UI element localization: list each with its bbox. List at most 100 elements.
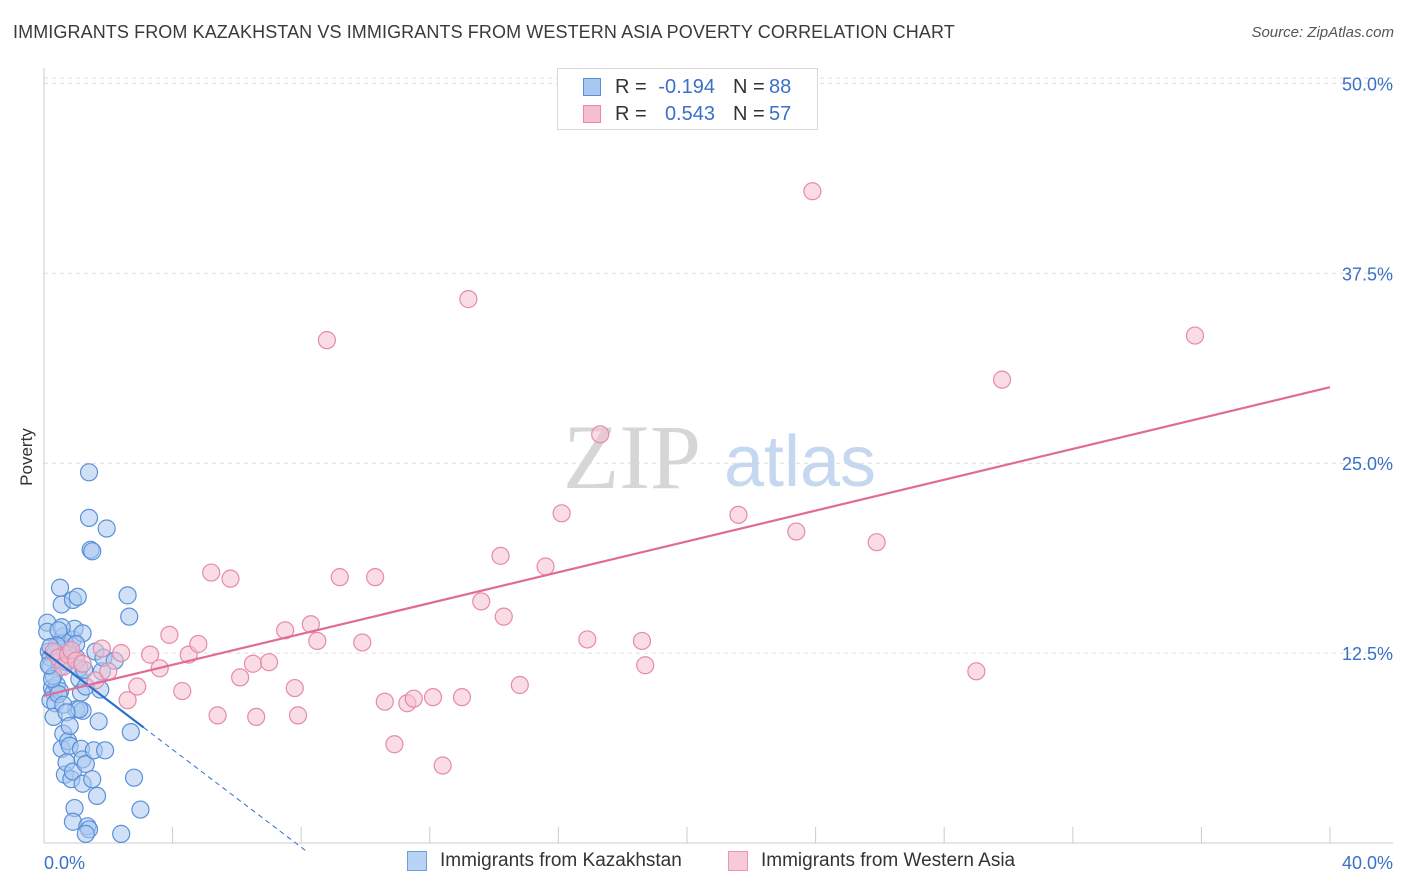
legend-swatch-pink <box>728 851 748 871</box>
trendlines <box>43 386 1331 853</box>
kazakhstan-trendline-extension <box>143 727 308 853</box>
n-label: N = <box>733 102 765 125</box>
western-asia-trendline <box>43 386 1331 697</box>
western-asia-point <box>317 331 337 350</box>
legend-swatch-blue <box>407 851 427 871</box>
legend-item-kazakhstan[interactable]: Immigrants from Kazakhstan <box>407 850 682 872</box>
kazakhstan-point <box>120 607 139 626</box>
legend-row-western-asia: R = 0.543 N = 57 <box>558 100 791 128</box>
western-asia-point <box>423 688 443 707</box>
kazakhstan-point <box>83 542 102 561</box>
kazakhstan-point <box>124 768 144 787</box>
y-tick-label: 37.5% <box>1342 264 1393 284</box>
n-label: N = <box>733 75 765 98</box>
western-asia-point <box>231 668 250 687</box>
western-asia-point <box>221 569 240 588</box>
western-asia-point <box>259 653 279 672</box>
western-asia-point <box>867 533 886 552</box>
western-asia-point <box>1185 326 1205 345</box>
western-asia-point <box>202 563 221 582</box>
source-label: Source: ZipAtlas.com <box>1251 24 1394 41</box>
western-asia-point <box>632 631 652 651</box>
n-value: 88 <box>769 75 792 98</box>
western-asia-point <box>308 631 327 651</box>
kazakhstan-point <box>60 716 79 736</box>
western-asia-point <box>510 675 529 695</box>
western-asia-point <box>128 677 147 696</box>
kazakhstan-point <box>76 754 95 774</box>
tick-labels: 12.5% 25.0% 37.5% 50.0% 0.0% 40.0% <box>44 74 1393 873</box>
western-asia-point <box>189 634 208 654</box>
western-asia-point <box>112 643 131 663</box>
r-value: 0.543 <box>664 102 715 125</box>
y-tick-label: 50.0% <box>1342 74 1393 94</box>
western-asia-point <box>140 645 160 664</box>
western-asia-point <box>288 706 308 725</box>
western-asia-point <box>285 678 304 698</box>
western-asia-point <box>92 639 111 658</box>
western-asia-point <box>433 756 452 775</box>
western-asia-point <box>491 546 510 565</box>
kazakhstan-point <box>49 621 68 640</box>
western-asia-point <box>578 630 597 649</box>
western-asia-point <box>494 607 513 626</box>
western-asia-point <box>99 662 118 681</box>
western-asia-point <box>459 290 478 309</box>
kazakhstan-point <box>50 578 70 597</box>
gridlines <box>44 77 1393 654</box>
y-tick-label: 12.5% <box>1342 644 1393 664</box>
x-tick-label-min: 0.0% <box>44 853 85 873</box>
r-label: R = <box>615 102 647 125</box>
western-asia-point <box>330 568 349 587</box>
legend-label-kazakhstan: Immigrants from Kazakhstan <box>440 850 682 871</box>
kazakhstan-point <box>95 741 115 760</box>
axes <box>43 68 1393 844</box>
western-asia-point <box>803 182 822 201</box>
legend-row-kazakhstan: R = -0.194 N = 88 <box>558 73 791 101</box>
kazakhstan-point <box>87 786 107 806</box>
western-asia-point <box>552 504 571 523</box>
kazakhstan-point <box>112 824 131 843</box>
watermark-atlas: atlas <box>724 422 876 502</box>
western-asia-point <box>73 654 92 673</box>
kazakhstan-trendline <box>43 650 145 729</box>
n-value: 57 <box>769 102 792 125</box>
western-asia-point <box>472 592 491 611</box>
kazakhstan-point <box>79 508 99 527</box>
r-label: R = <box>615 75 647 98</box>
r-value: -0.194 <box>658 75 715 98</box>
kazakhstan-point <box>76 824 95 843</box>
legend-item-western-asia[interactable]: Immigrants from Western Asia <box>728 850 1015 872</box>
western-asia-point <box>636 656 655 675</box>
legend-label-western-asia: Immigrants from Western Asia <box>761 850 1016 871</box>
legend-swatch-blue <box>583 78 601 96</box>
y-tick-label: 25.0% <box>1342 454 1393 474</box>
western-asia-point <box>787 522 806 541</box>
western-asia-point <box>366 568 385 587</box>
western-asia-point <box>729 505 748 524</box>
kazakhstan-point <box>89 712 108 731</box>
western-asia-point <box>353 633 372 652</box>
western-asia-point <box>118 691 137 710</box>
western-asia-point <box>243 654 263 673</box>
western-asia-point <box>536 557 555 576</box>
western-asia-point <box>160 625 179 644</box>
series-legend: Immigrants from Kazakhstan Immigrants fr… <box>0 850 1406 878</box>
western-asia-point <box>385 735 404 754</box>
chart-title: IMMIGRANTS FROM KAZAKHSTAN VS IMMIGRANTS… <box>13 22 955 42</box>
kazakhstan-point <box>79 463 99 482</box>
kazakhstan-point <box>83 770 102 789</box>
western-asia-point <box>452 688 472 707</box>
western-asia-point <box>247 707 266 727</box>
watermark-zip: ZIP <box>563 406 701 508</box>
western-asia-point <box>173 681 192 701</box>
kazakhstan-point <box>118 586 137 605</box>
kazakhstan-point <box>121 722 140 742</box>
kazakhstan-point <box>97 519 116 538</box>
western-asia-point <box>992 370 1012 389</box>
western-asia-point <box>404 689 423 708</box>
kazakhstan-point <box>131 800 150 819</box>
western-asia-point <box>375 692 394 711</box>
data-points <box>38 182 1205 843</box>
